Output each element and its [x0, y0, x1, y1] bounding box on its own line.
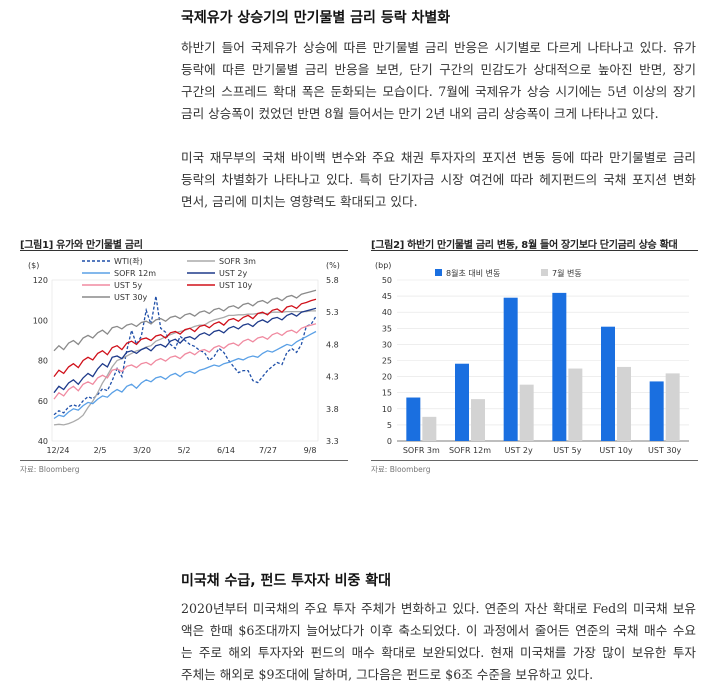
- legend-label: 7월 변동: [552, 268, 582, 278]
- paragraph-line: 액은 한때 $6조대까지 늘어났다가 이후 축소되었다. 이 과정에서 줄어든 …: [181, 623, 696, 638]
- category-label: SOFR 12m: [449, 446, 491, 455]
- figure2-bottom-rule: [371, 460, 698, 461]
- bar: [519, 384, 534, 441]
- category-label: UST 30y: [648, 446, 682, 455]
- figure2-top-rule: [371, 250, 698, 251]
- bar: [649, 381, 664, 441]
- left-tick-label: 40: [38, 437, 48, 446]
- x-tick-label: 9/8: [304, 446, 317, 455]
- left-axis-unit: ($): [28, 261, 39, 270]
- y-tick-label: 0: [387, 437, 392, 446]
- y-tick-label: 30: [382, 340, 392, 349]
- bar: [422, 416, 437, 441]
- bar: [455, 363, 469, 441]
- y-tick-label: 5: [387, 421, 392, 430]
- section2-paragraph: 2020년부터 미국채의 주요 투자 주체가 변화하고 있다. 연준의 자산 확…: [181, 598, 696, 686]
- section2-title: 미국채 수급, 펀드 투자자 비중 확대: [181, 573, 392, 589]
- legend-swatch: [435, 269, 442, 276]
- paragraph-line: 등락에 따른 만기물별 금리 반응을 보면, 단기 구간의 민감도가 상대적으로…: [181, 62, 696, 77]
- series-line: [53, 295, 317, 416]
- x-tick-label: 7/27: [259, 446, 277, 455]
- left-tick-label: 80: [38, 357, 48, 366]
- right-tick-label: 5.8: [326, 276, 339, 285]
- legend-label: UST 5y: [114, 281, 142, 290]
- x-tick-label: 2/5: [94, 446, 107, 455]
- bar: [617, 366, 631, 441]
- bar: [406, 397, 421, 441]
- x-tick-label: 12/24: [46, 446, 69, 455]
- x-tick-label: 5/2: [178, 446, 191, 455]
- category-label: UST 2y: [505, 446, 533, 455]
- right-tick-label: 4.8: [326, 340, 339, 349]
- y-tick-label: 10: [382, 405, 392, 414]
- figure1-title: [그림1] 유가와 만기물별 금리: [20, 240, 143, 251]
- y-tick-label: 20: [382, 373, 392, 382]
- legend-label: UST 10y: [219, 281, 253, 290]
- section1-paragraph-2: 미국 재무부의 국채 바이백 변수와 주요 채권 투자자의 포지션 변동 등에 …: [181, 147, 696, 213]
- series-line: [53, 307, 317, 394]
- category-label: UST 10y: [599, 446, 633, 455]
- legend-label: UST 2y: [219, 269, 247, 278]
- bar: [568, 368, 583, 441]
- figure1-line-chart: ($) (%) 120 100 80 60 40 5.8 5.3 4.8 4.3 3.8 3.3 12/2…: [28, 257, 340, 455]
- paragraph-line: 미국 재무부의 국채 바이백 변수와 주요 채권 투자자의 포지션 변동 등에 …: [181, 150, 696, 165]
- paragraph-line: 하반기 들어 국제유가 상승에 따른 만기물별 금리 반응은 시기별로 다르게 …: [181, 40, 696, 55]
- bar: [552, 292, 567, 441]
- left-tick-label: 120: [33, 276, 48, 285]
- figure1-source: 자료: Bloomberg: [20, 465, 80, 474]
- paragraph-line: 금리 상승폭이 컸었던 반면 8월 들어서는 만기 2년 내외 금리 상승폭이 …: [181, 106, 659, 121]
- section1-title: 국제유가 상승기의 만기물별 금리 등락 차별화: [181, 10, 451, 26]
- legend-label: WTI(좌): [114, 257, 143, 266]
- left-tick-label: 60: [38, 397, 48, 406]
- figure1-bottom-rule: [20, 460, 348, 461]
- figure2-title: [그림2] 하반기 만기물별 금리 변동, 8월 들어 장기보다 단기금리 상승…: [371, 240, 678, 251]
- section1-paragraph-1: 하반기 들어 국제유가 상승에 따른 만기물별 금리 반응은 시기별로 다르게 …: [181, 37, 696, 125]
- plot-area: [51, 279, 319, 442]
- x-tick-label: 3/20: [133, 446, 151, 455]
- y-axis-unit: (bp): [375, 261, 391, 270]
- right-tick-label: 3.8: [326, 405, 339, 414]
- paragraph-line: 는 주로 해외 투자자와 펀드의 매수 확대로 보완되었다. 현재 미국채를 가…: [181, 645, 696, 660]
- paragraph-line: 2020년부터 미국채의 주요 투자 주체가 변화하고 있다. 연준의 자산 확…: [181, 601, 696, 616]
- paragraph-line: 등락의 차별화가 나타나고 있다. 특히 단기자금 시장 여건에 따라 헤지펀드…: [181, 172, 696, 187]
- series-line: [53, 289, 317, 352]
- y-tick-label: 15: [382, 389, 392, 398]
- paragraph-line: 구간의 스프레드 확대 폭은 둔화되는 모습이다. 7월에 국제유가 상승 시기…: [181, 84, 696, 99]
- series-line: [53, 298, 317, 377]
- bar: [503, 297, 518, 441]
- category-label: UST 5y: [553, 446, 581, 455]
- y-tick-label: 35: [382, 324, 392, 333]
- left-tick-label: 100: [33, 316, 48, 325]
- figure2-source: 자료: Bloomberg: [371, 465, 431, 474]
- y-tick-label: 40: [382, 308, 392, 317]
- y-tick-label: 25: [382, 357, 392, 366]
- figure1-top-rule: [20, 250, 348, 251]
- y-tick-label: 50: [382, 276, 392, 285]
- legend-label: 8월초 대비 변동: [446, 268, 500, 278]
- right-tick-label: 5.3: [326, 308, 339, 317]
- x-tick-label: 6/14: [217, 446, 235, 455]
- legend-swatch: [541, 269, 548, 276]
- paragraph-line: 주체는 해외로 $9조대에 달하며, 그다음은 펀드로 $6조 수준을 보유하고…: [181, 667, 594, 682]
- legend-label: UST 30y: [114, 293, 148, 302]
- paragraph-line: 면서, 금리에 미치는 영향력도 확대되고 있다.: [181, 194, 418, 209]
- right-axis-unit: (%): [326, 261, 340, 270]
- series-line: [53, 323, 317, 400]
- right-tick-label: 4.3: [326, 373, 339, 382]
- bar: [665, 373, 680, 441]
- bar: [601, 326, 615, 441]
- right-tick-label: 3.3: [326, 437, 339, 446]
- y-tick-label: 45: [382, 292, 392, 301]
- series-line: [53, 330, 317, 420]
- legend-label: SOFR 12m: [114, 269, 156, 278]
- legend-label: SOFR 3m: [219, 257, 256, 266]
- bar: [471, 399, 485, 441]
- category-label: SOFR 3m: [403, 446, 440, 455]
